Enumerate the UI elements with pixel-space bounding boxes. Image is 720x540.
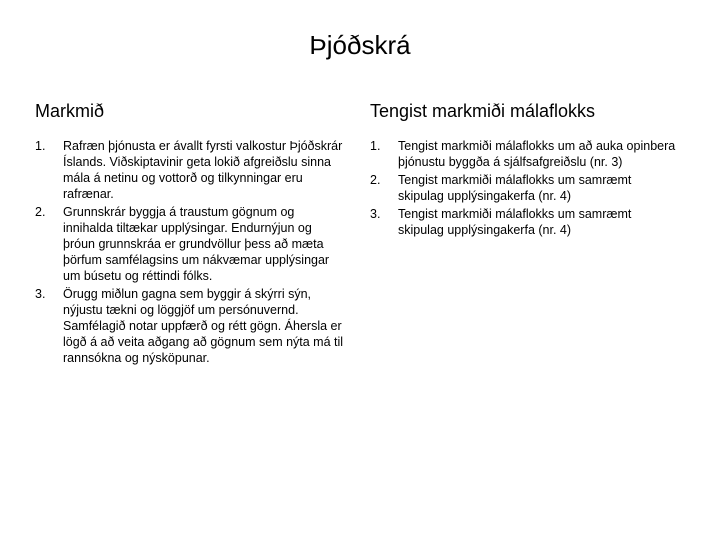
list-item: 3. Tengist markmiði málaflokks um samræm…	[370, 206, 685, 240]
right-column: Tengist markmiði málaflokks 1. Tengist m…	[370, 101, 685, 368]
right-heading: Tengist markmiði málaflokks	[370, 101, 685, 122]
page-title: Þjóðskrá	[35, 30, 685, 61]
item-text: Grunnskrár byggja á traustum gögnum og i…	[63, 204, 350, 286]
item-number: 3.	[35, 286, 63, 368]
left-list: 1. Rafræn þjónusta er ávallt fyrsti valk…	[35, 138, 350, 368]
item-text: Örugg miðlun gagna sem byggir á skýrri s…	[63, 286, 350, 368]
left-column: Markmið 1. Rafræn þjónusta er ávallt fyr…	[35, 101, 350, 368]
right-list: 1. Tengist markmiði málaflokks um að auk…	[370, 138, 685, 240]
item-text: Rafræn þjónusta er ávallt fyrsti valkost…	[63, 138, 350, 204]
item-number: 1.	[35, 138, 63, 204]
list-item: 1. Tengist markmiði málaflokks um að auk…	[370, 138, 685, 172]
item-number: 1.	[370, 138, 398, 172]
columns: Markmið 1. Rafræn þjónusta er ávallt fyr…	[35, 101, 685, 368]
item-number: 2.	[370, 172, 398, 206]
list-item: 1. Rafræn þjónusta er ávallt fyrsti valk…	[35, 138, 350, 204]
item-number: 3.	[370, 206, 398, 240]
item-text: Tengist markmiði málaflokks um að auka o…	[398, 138, 685, 172]
item-text: Tengist markmiði málaflokks um samræmt s…	[398, 172, 685, 206]
list-item: 2. Grunnskrár byggja á traustum gögnum o…	[35, 204, 350, 286]
list-item: 2. Tengist markmiði málaflokks um samræm…	[370, 172, 685, 206]
item-text: Tengist markmiði málaflokks um samræmt s…	[398, 206, 685, 240]
item-number: 2.	[35, 204, 63, 286]
left-heading: Markmið	[35, 101, 350, 122]
list-item: 3. Örugg miðlun gagna sem byggir á skýrr…	[35, 286, 350, 368]
